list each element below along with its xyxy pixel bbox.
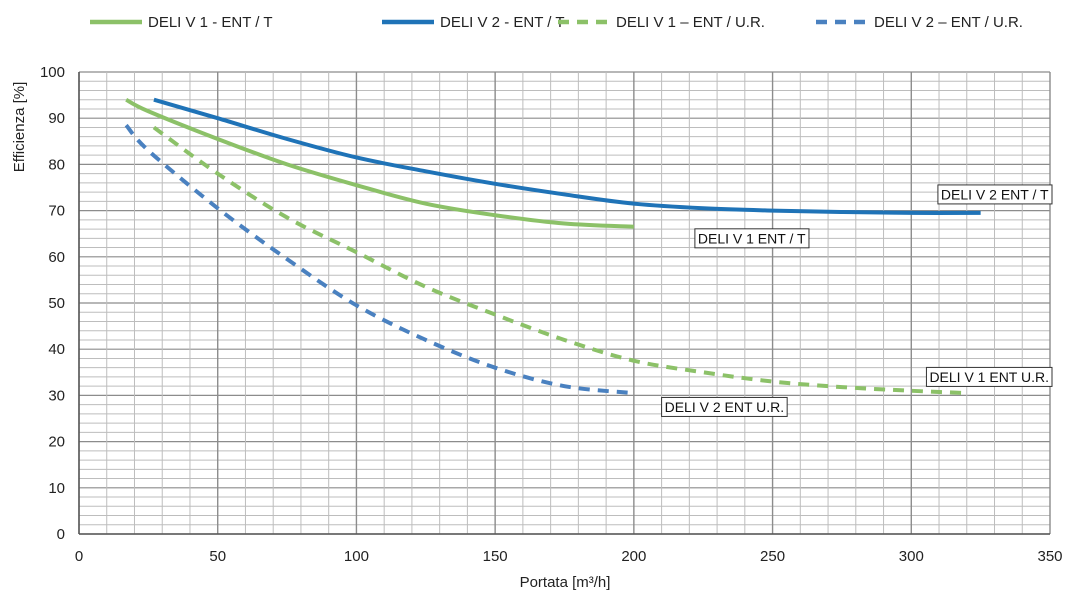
- legend-item: DELI V 1 - ENT / T: [90, 14, 272, 31]
- series-line-4: [124, 123, 635, 396]
- y-tick-label: 40: [48, 341, 65, 358]
- y-tick-label: 50: [48, 295, 65, 312]
- annotation-text: DELI V 2 ENT / T: [941, 186, 1049, 202]
- y-tick-label: 0: [57, 526, 65, 543]
- x-tick-label: 100: [344, 548, 369, 565]
- series-line-2: [153, 97, 981, 215]
- x-tick-label: 200: [621, 548, 646, 565]
- y-axis-title: Efficienza [%]: [11, 82, 28, 173]
- y-tick-label: 10: [48, 480, 65, 497]
- annotation: DELI V 1 ENT U.R.: [925, 366, 1053, 387]
- series-line-3: [152, 125, 967, 396]
- x-tick-label: 300: [899, 548, 924, 565]
- legend-label: DELI V 1 – ENT / U.R.: [616, 14, 765, 31]
- legend: DELI V 1 - ENT / T DELI V 2 - ENT / T DELI…: [90, 14, 1023, 31]
- annotation: DELI V 2 ENT / T: [937, 184, 1053, 205]
- annotation-text: DELI V 2 ENT U.R.: [665, 399, 785, 415]
- x-axis-title: Portata [m³/h]: [520, 574, 611, 591]
- grid: [78, 71, 1051, 535]
- annotation-box: [661, 396, 788, 417]
- y-tick-label: 20: [48, 434, 65, 451]
- annotation: DELI V 2 ENT U.R.: [661, 396, 788, 417]
- legend-label: DELI V 2 – ENT / U.R.: [874, 14, 1023, 31]
- legend-label: DELI V 1 - ENT / T: [148, 14, 272, 31]
- legend-item: DELI V 2 – ENT / U.R.: [816, 14, 1023, 31]
- y-tick-label: 60: [48, 249, 65, 266]
- series-line-1: [125, 97, 634, 229]
- series-group: [124, 97, 981, 396]
- x-tick-label: 50: [209, 548, 226, 565]
- legend-item: DELI V 1 – ENT / U.R.: [558, 14, 765, 31]
- annotation-box: [925, 366, 1053, 387]
- legend-item: DELI V 2 - ENT / T: [382, 14, 564, 31]
- y-tick-label: 30: [48, 387, 65, 404]
- annotation-box: [694, 228, 810, 249]
- annotation-box: [937, 184, 1053, 205]
- x-tick-label: 0: [75, 548, 83, 565]
- annotation-text: DELI V 1 ENT U.R.: [929, 369, 1049, 385]
- x-tick-label: 150: [483, 548, 508, 565]
- axes: 0 50 100 150 200 250 300 350 0 10 20 30 40 50 60 70 80 90…: [40, 64, 1063, 565]
- y-tick-label: 70: [48, 203, 65, 220]
- y-tick-label: 90: [48, 110, 65, 127]
- y-tick-label: 100: [40, 64, 65, 81]
- annotations: DELI V 2 ENT / T DELI V 1 ENT / T DELI V 1…: [661, 184, 1053, 417]
- x-tick-label: 250: [760, 548, 785, 565]
- y-tick-label: 80: [48, 156, 65, 173]
- annotation-text: DELI V 1 ENT / T: [698, 230, 806, 246]
- legend-label: DELI V 2 - ENT / T: [440, 14, 564, 31]
- annotation: DELI V 1 ENT / T: [694, 228, 810, 249]
- x-tick-label: 350: [1037, 548, 1062, 565]
